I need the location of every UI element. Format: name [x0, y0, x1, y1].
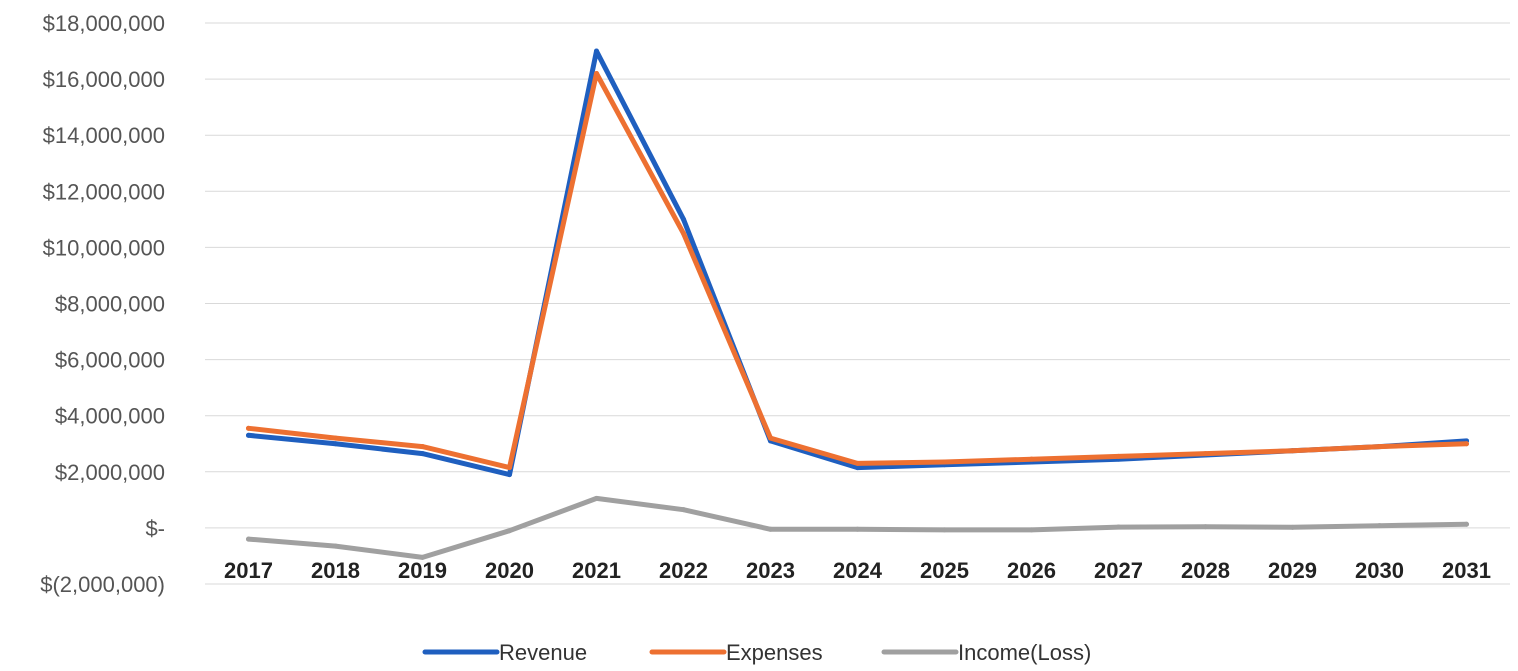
data-point — [855, 526, 860, 532]
data-point — [1116, 453, 1121, 459]
data-point — [942, 527, 947, 533]
x-tick-label: 2017 — [224, 558, 273, 583]
x-tick-label: 2031 — [1442, 558, 1491, 583]
data-point — [1203, 451, 1208, 457]
data-point — [507, 472, 512, 478]
x-tick-label: 2029 — [1268, 558, 1317, 583]
series-revenue — [246, 48, 1469, 478]
y-tick-label: $4,000,000 — [55, 404, 165, 429]
data-point — [507, 528, 512, 534]
data-point — [420, 451, 425, 457]
legend-label: Income(Loss) — [958, 640, 1091, 665]
legend-label: Expenses — [726, 640, 823, 665]
gridlines — [205, 22, 1510, 585]
legend-label: Revenue — [499, 640, 587, 665]
x-tick-label: 2026 — [1007, 558, 1056, 583]
legend-item: Income(Loss) — [881, 640, 1091, 665]
data-point — [594, 70, 599, 76]
data-point — [681, 216, 686, 222]
series-line — [246, 71, 1469, 471]
y-tick-label: $12,000,000 — [43, 179, 165, 204]
data-point — [333, 441, 338, 447]
data-point — [1290, 448, 1295, 454]
data-point — [1290, 524, 1295, 530]
x-tick-label: 2022 — [659, 558, 708, 583]
x-tick-label: 2020 — [485, 558, 534, 583]
data-point — [1203, 524, 1208, 530]
x-tick-label: 2021 — [572, 558, 621, 583]
data-point — [855, 460, 860, 466]
y-tick-label: $2,000,000 — [55, 460, 165, 485]
data-point — [681, 507, 686, 513]
y-tick-label: $14,000,000 — [43, 123, 165, 148]
data-point — [681, 230, 686, 236]
series-lines — [246, 48, 1469, 560]
x-tick-label: 2023 — [746, 558, 795, 583]
data-point — [246, 432, 251, 438]
data-point — [1464, 441, 1469, 447]
data-point — [246, 425, 251, 431]
y-tick-label: $10,000,000 — [43, 235, 165, 260]
data-point — [768, 526, 773, 532]
data-point — [768, 435, 773, 441]
y-tick-label: $18,000,000 — [43, 11, 165, 36]
data-point — [1116, 524, 1121, 530]
data-point — [1377, 444, 1382, 450]
data-point — [1377, 523, 1382, 529]
data-point — [333, 435, 338, 441]
data-point — [246, 536, 251, 542]
legend-item: Expenses — [649, 640, 823, 665]
x-tick-label: 2028 — [1181, 558, 1230, 583]
y-tick-label: $- — [145, 516, 165, 541]
data-point — [1029, 527, 1034, 533]
y-tick-label: $(2,000,000) — [40, 572, 165, 597]
data-point — [420, 554, 425, 560]
data-point — [594, 495, 599, 501]
y-tick-label: $8,000,000 — [55, 292, 165, 317]
series-income-loss — [246, 495, 1469, 560]
y-axis-ticks: $18,000,000 $16,000,000 $14,000,000 $12,000… — [40, 11, 165, 597]
y-tick-label: $6,000,000 — [55, 348, 165, 373]
data-point — [333, 543, 338, 549]
x-tick-label: 2019 — [398, 558, 447, 583]
legend-item: Revenue — [422, 640, 587, 665]
x-tick-label: 2025 — [920, 558, 969, 583]
data-point — [594, 48, 599, 54]
x-tick-label: 2027 — [1094, 558, 1143, 583]
y-tick-label: $16,000,000 — [43, 67, 165, 92]
x-tick-label: 2030 — [1355, 558, 1404, 583]
data-point — [855, 465, 860, 471]
series-expenses — [246, 70, 1469, 471]
data-point — [1464, 521, 1469, 527]
legend: Revenue Expenses Income(Loss) — [422, 640, 1091, 665]
data-point — [1029, 456, 1034, 462]
x-axis-ticks: 2017 2018 2019 2020 2021 2022 2023 2024 2025 2026… — [224, 558, 1491, 583]
x-tick-label: 2018 — [311, 558, 360, 583]
data-point — [507, 465, 512, 471]
series-line — [246, 48, 1469, 478]
data-point — [420, 444, 425, 450]
data-point — [942, 459, 947, 465]
x-tick-label: 2024 — [833, 558, 883, 583]
